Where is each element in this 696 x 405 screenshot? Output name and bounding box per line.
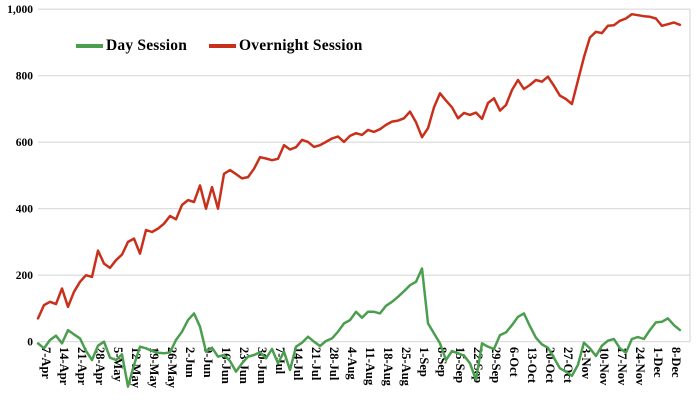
day-session-line-swatch: [76, 44, 103, 48]
legend-label-day-session: Day Session: [106, 37, 188, 54]
svg-text:19-May: 19-May: [147, 347, 161, 389]
svg-text:16-Jun: 16-Jun: [219, 347, 233, 384]
svg-text:21-Apr: 21-Apr: [75, 347, 89, 386]
svg-text:400: 400: [16, 204, 34, 216]
svg-text:10-Nov: 10-Nov: [597, 347, 611, 386]
svg-text:200: 200: [16, 270, 34, 282]
svg-text:2-Jun: 2-Jun: [183, 347, 197, 378]
svg-text:1-Dec: 1-Dec: [651, 347, 665, 378]
svg-text:24-Nov: 24-Nov: [633, 347, 647, 386]
svg-text:1,000: 1,000: [7, 4, 33, 16]
legend: Day Session Overnight Session: [76, 37, 363, 55]
svg-text:600: 600: [16, 137, 34, 149]
legend-label-overnight-session: Overnight Session: [239, 37, 363, 54]
svg-text:28-Apr: 28-Apr: [93, 347, 107, 386]
svg-text:3-Nov: 3-Nov: [579, 347, 593, 380]
svg-text:6-Oct: 6-Oct: [507, 347, 521, 378]
legend-item-overnight-session: Overnight Session: [209, 37, 363, 55]
svg-text:28-Jul: 28-Jul: [327, 347, 341, 381]
svg-text:14-Apr: 14-Apr: [57, 347, 71, 386]
svg-text:17-Nov: 17-Nov: [615, 347, 629, 386]
svg-text:9-Jun: 9-Jun: [201, 347, 215, 378]
legend-item-day-session: Day Session: [76, 37, 187, 55]
svg-text:26-May: 26-May: [165, 347, 179, 389]
svg-text:7-Apr: 7-Apr: [39, 347, 53, 379]
svg-text:12-May: 12-May: [129, 347, 143, 389]
svg-text:8-Sep: 8-Sep: [435, 347, 449, 377]
svg-text:27-Oct: 27-Oct: [561, 347, 575, 384]
svg-text:8-Dec: 8-Dec: [669, 347, 683, 378]
svg-text:13-Oct: 13-Oct: [525, 347, 539, 384]
overnight-session-line-swatch: [209, 44, 237, 48]
svg-text:0: 0: [27, 337, 33, 349]
svg-text:18-Aug: 18-Aug: [381, 347, 395, 387]
svg-text:11-Aug: 11-Aug: [363, 347, 377, 386]
svg-text:800: 800: [16, 71, 34, 83]
svg-text:29-Sep: 29-Sep: [489, 347, 503, 383]
svg-text:4-Aug: 4-Aug: [345, 347, 359, 380]
svg-text:1-Sep: 1-Sep: [417, 347, 431, 377]
svg-text:21-Jul: 21-Jul: [309, 347, 323, 381]
svg-text:14-Jul: 14-Jul: [291, 347, 305, 381]
svg-text:25-Aug: 25-Aug: [399, 347, 413, 387]
